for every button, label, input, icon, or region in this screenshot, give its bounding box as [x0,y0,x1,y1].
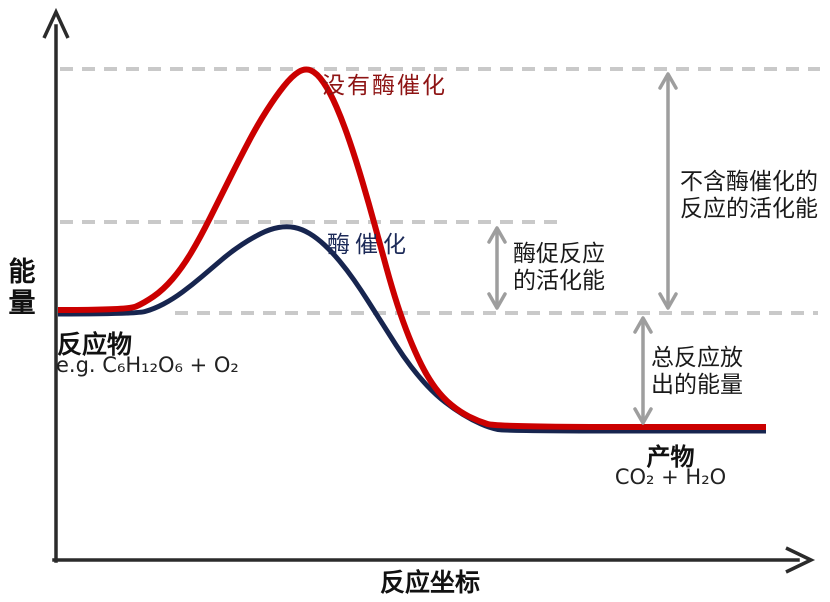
products-label: 产物 [646,443,695,471]
uncatalyzed-curve-label: 没有酶催化 [322,73,447,99]
annotation-energy-released: 总反应放出的能量 [651,345,743,398]
y-axis-label: 能量 [8,257,36,319]
uncatalyzed-curve [57,66,766,430]
x-axis-arrowhead [785,546,816,574]
annotation-activation-uncatalyzed: 不含酶催化的反应的活化能 [680,169,818,222]
arrow-energy-released [633,316,653,425]
reactants-label: 反应物 [57,330,133,359]
x-axis [52,546,816,574]
annotation-activation-catalyzed: 酶促反应的活化能 [513,241,605,294]
arrow-activation-catalyzed [487,226,507,310]
reactants-formula: e.g. C₆H₁₂O₆ + O₂ [56,353,239,377]
catalyzed-curve [57,224,766,434]
products-formula: CO₂ + H₂O [614,465,727,489]
catalyzed-curve-label: 酶催化 [327,232,411,258]
x-axis-label: 反应坐标 [379,568,480,597]
y-axis [42,7,70,563]
y-axis-arrowhead [42,7,70,39]
arrow-activation-uncatalyzed [658,72,678,310]
